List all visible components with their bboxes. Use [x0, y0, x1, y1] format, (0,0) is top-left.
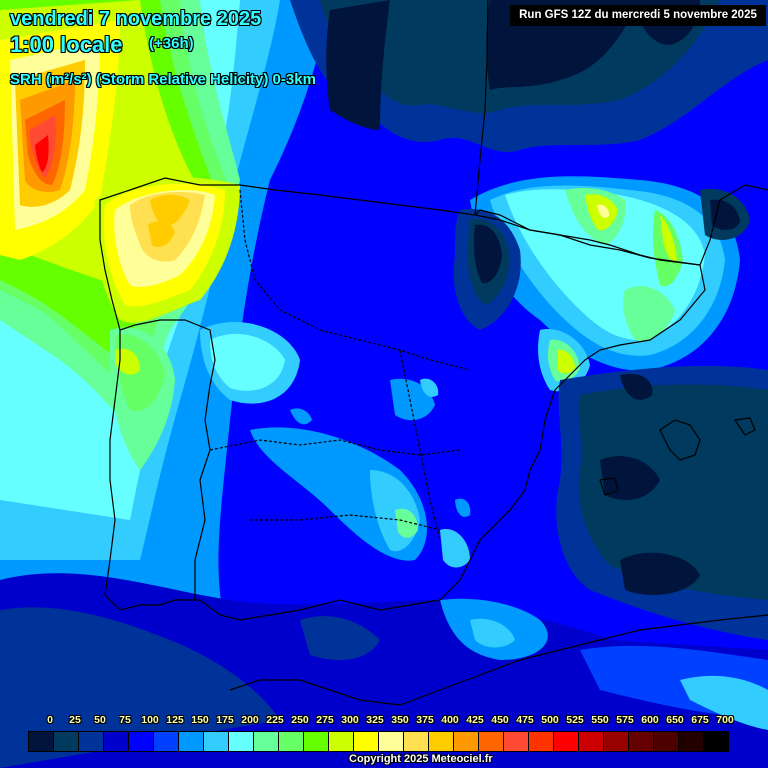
colorbar-label: 325	[366, 714, 384, 726]
colorbar	[28, 731, 729, 752]
colorbar-swatch	[679, 732, 704, 751]
colorbar-swatch	[479, 732, 504, 751]
colorbar-swatch	[29, 732, 54, 751]
colorbar-label: 250	[291, 714, 309, 726]
colorbar-swatch	[629, 732, 654, 751]
colorbar-label: 650	[666, 714, 684, 726]
colorbar-label: 550	[591, 714, 609, 726]
colorbar-swatch	[554, 732, 579, 751]
colorbar-label: 425	[466, 714, 484, 726]
colorbar-swatch	[129, 732, 154, 751]
colorbar-label: 200	[241, 714, 259, 726]
colorbar-label: 475	[516, 714, 534, 726]
copyright: Copyright 2025 Meteociel.fr	[349, 753, 493, 765]
colorbar-swatch	[404, 732, 429, 751]
forecast-offset: (+36h)	[149, 35, 194, 52]
colorbar-label: 375	[416, 714, 434, 726]
colorbar-label: 525	[566, 714, 584, 726]
colorbar-label: 50	[94, 714, 106, 726]
colorbar-swatch	[579, 732, 604, 751]
colorbar-label: 100	[141, 714, 159, 726]
colorbar-label: 125	[166, 714, 184, 726]
colorbar-labels: 0 25 50 75 100 125 150 175 200 225 250 275 300 325 350…	[28, 714, 738, 728]
colorbar-label: 225	[266, 714, 284, 726]
parameter-title: SRH (m²/s²) (Storm Relative Helicity) 0-…	[10, 71, 316, 88]
colorbar-label: 150	[191, 714, 209, 726]
colorbar-label: 25	[69, 714, 81, 726]
colorbar-label: 600	[641, 714, 659, 726]
colorbar-swatch	[704, 732, 728, 751]
colorbar-label: 300	[341, 714, 359, 726]
colorbar-swatch	[204, 732, 229, 751]
model-run-label: Run GFS 12Z du mercredi 5 novembre 2025	[510, 5, 766, 26]
colorbar-label: 700	[716, 714, 734, 726]
colorbar-swatch	[604, 732, 629, 751]
colorbar-swatch	[79, 732, 104, 751]
colorbar-swatch	[329, 732, 354, 751]
colorbar-label: 175	[216, 714, 234, 726]
colorbar-swatch	[154, 732, 179, 751]
colorbar-label: 500	[541, 714, 559, 726]
colorbar-swatch	[379, 732, 404, 751]
coastline	[99, 0, 768, 706]
colorbar-swatch	[229, 732, 254, 751]
colorbar-label: 400	[441, 714, 459, 726]
colorbar-label: 675	[691, 714, 709, 726]
colorbar-label: 575	[616, 714, 634, 726]
colorbar-label: 0	[47, 714, 53, 726]
forecast-time: 1:00 locale	[10, 32, 123, 57]
colorbar-swatch	[654, 732, 679, 751]
colorbar-swatch	[279, 732, 304, 751]
colorbar-label: 350	[391, 714, 409, 726]
colorbar-swatch	[254, 732, 279, 751]
colorbar-swatch	[429, 732, 454, 751]
colorbar-swatch	[304, 732, 329, 751]
colorbar-swatch	[54, 732, 79, 751]
colorbar-swatch	[354, 732, 379, 751]
colorbar-label: 450	[491, 714, 509, 726]
colorbar-swatch	[104, 732, 129, 751]
colorbar-label: 275	[316, 714, 334, 726]
colorbar-swatch	[454, 732, 479, 751]
colorbar-swatch	[179, 732, 204, 751]
colorbar-label: 75	[119, 714, 131, 726]
colorbar-swatch	[504, 732, 529, 751]
forecast-date: vendredi 7 novembre 2025	[10, 8, 262, 30]
colorbar-swatch	[529, 732, 554, 751]
